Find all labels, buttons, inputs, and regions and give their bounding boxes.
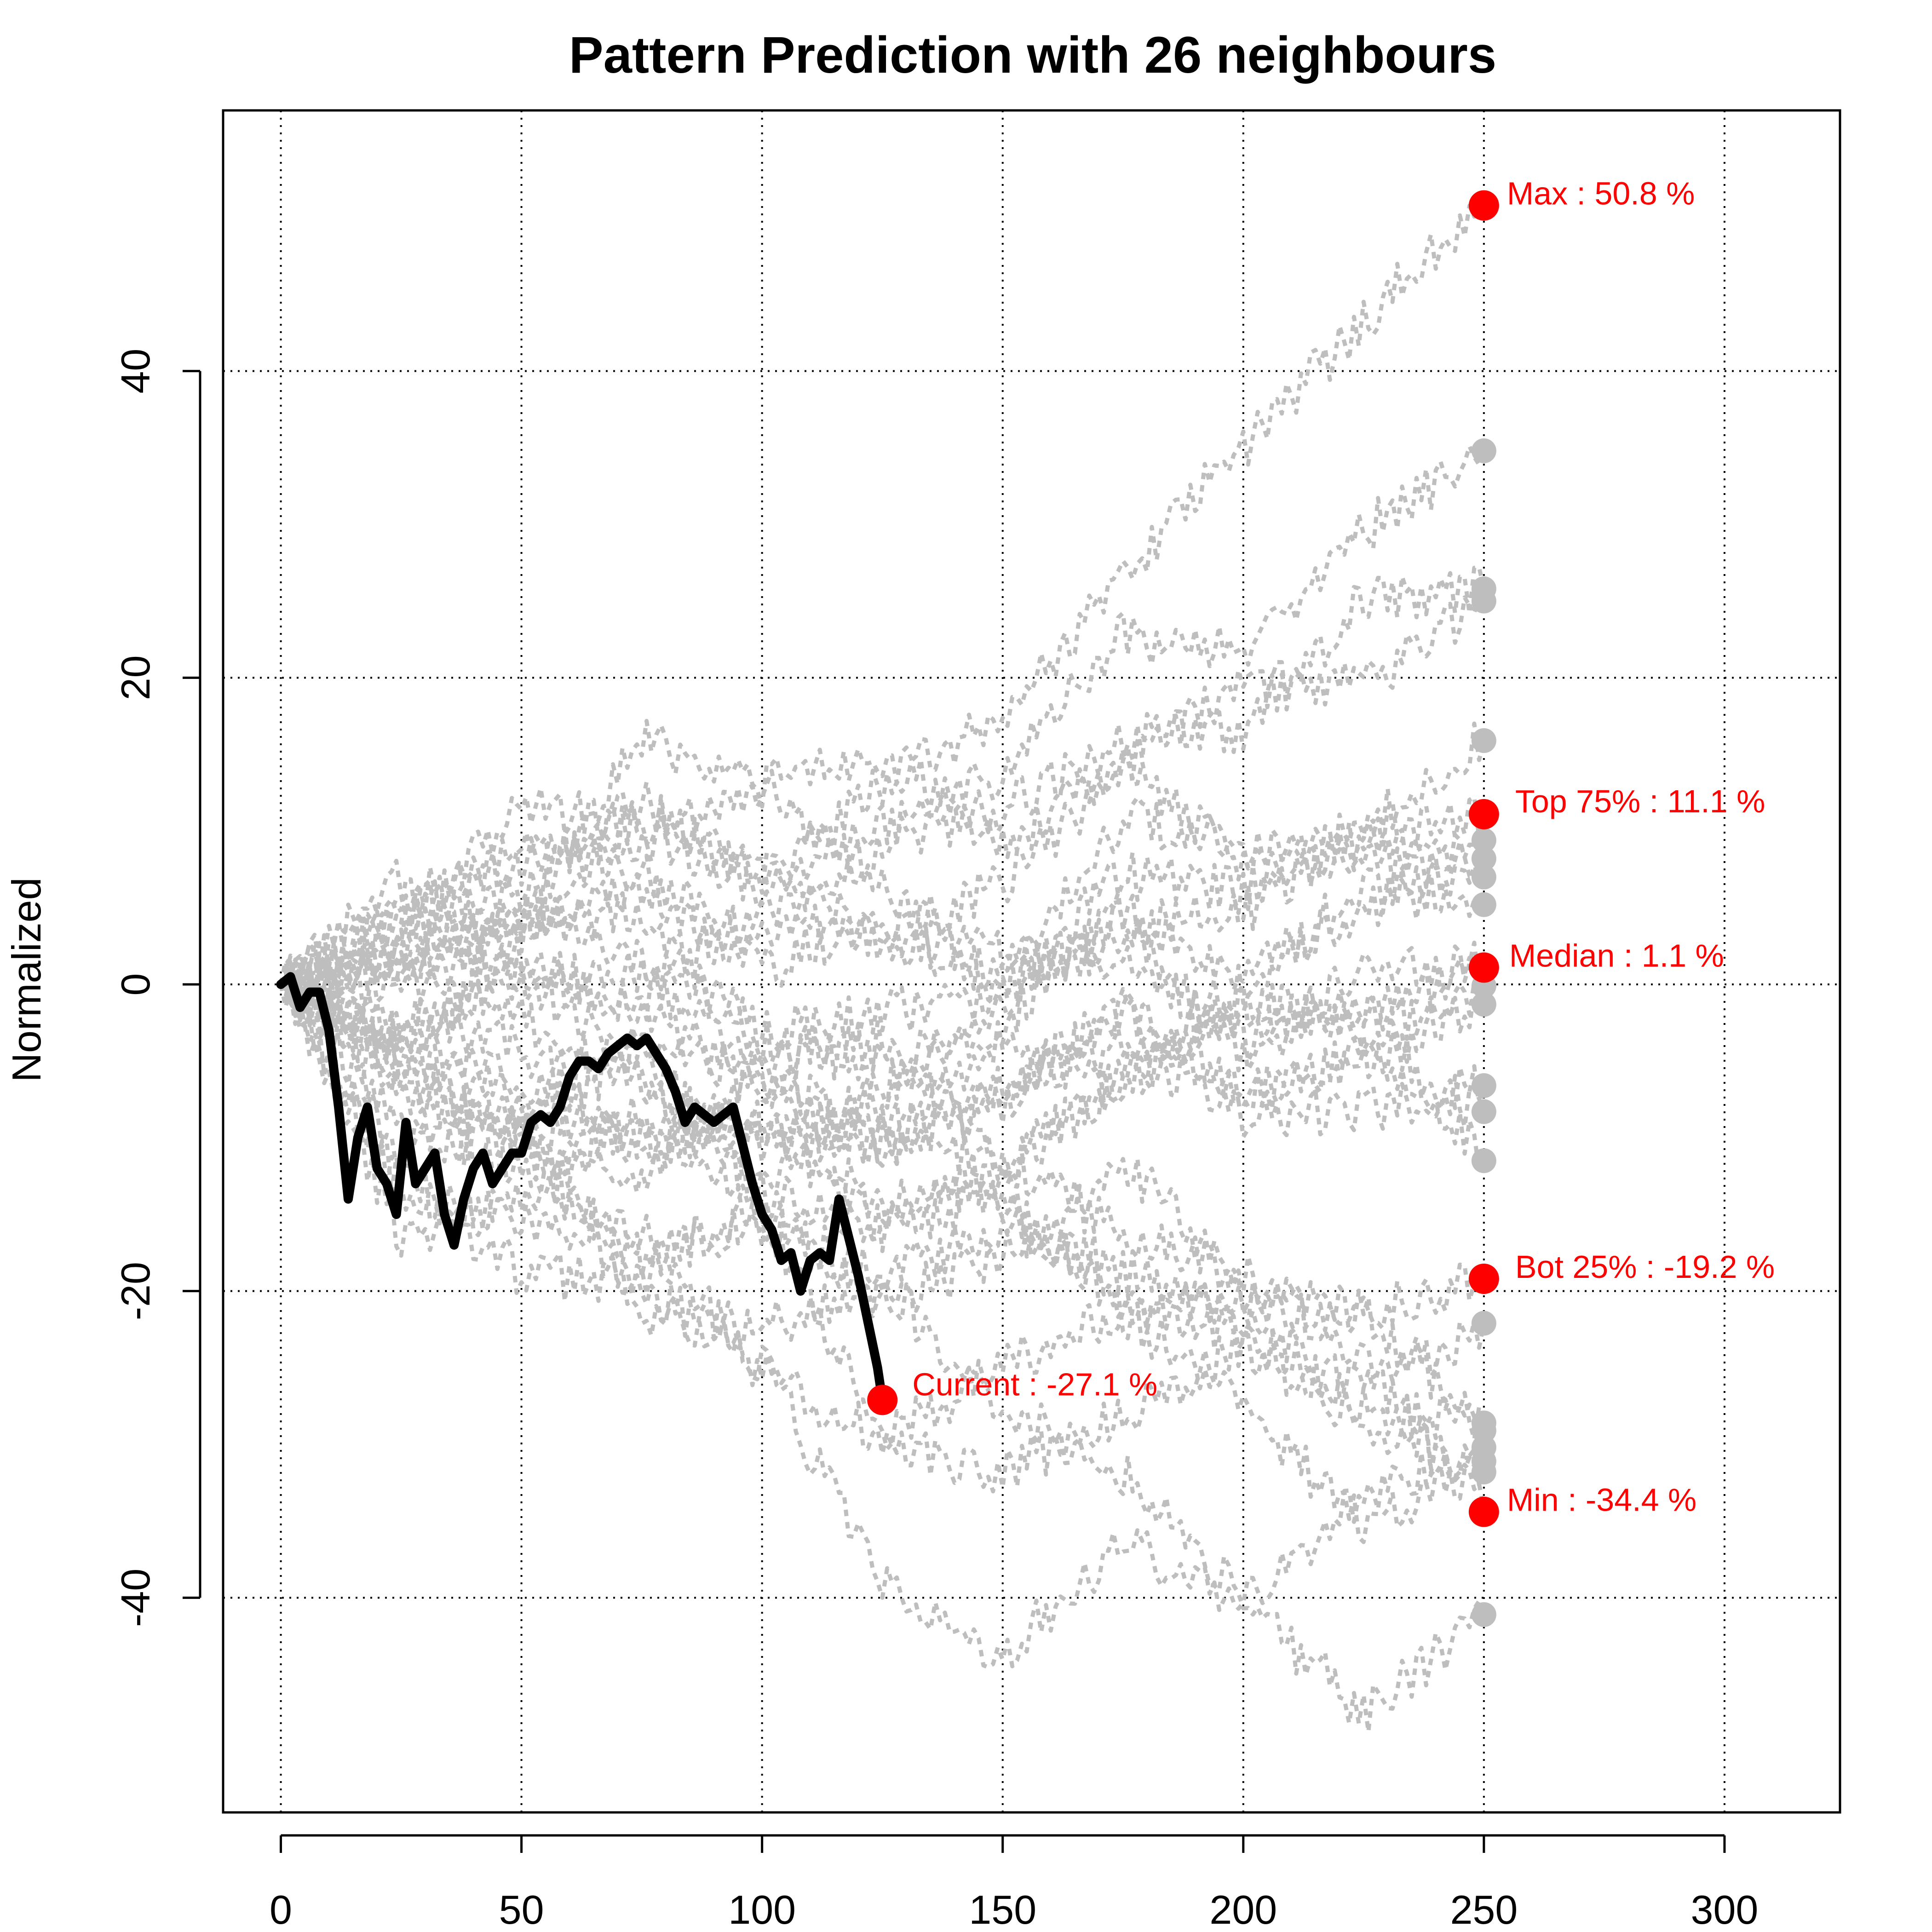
endpoint-dot-14 — [1471, 992, 1496, 1017]
x-tick-label-50: 50 — [499, 1887, 544, 1932]
neighbour-lines — [279, 195, 1486, 1734]
annotation-point-3 — [1468, 799, 1499, 829]
annotation-point-4 — [1468, 952, 1499, 983]
neighbour-line-18 — [279, 828, 1486, 1202]
annotation-label-1: Current : -27.1 % — [912, 1366, 1157, 1402]
current-series-line — [276, 972, 887, 1405]
neighbour-line-25 — [279, 889, 1486, 1064]
x-tick-label-100: 100 — [728, 1887, 796, 1932]
neighbour-line-21 — [279, 795, 1486, 992]
annotation-markers: Current : -27.1 % Max : 50.8 % Top 75% : 1… — [867, 176, 1775, 1527]
neighbour-line-10 — [279, 867, 1486, 1182]
endpoint-dot-5 — [1471, 728, 1496, 753]
endpoint-dot-17 — [1471, 1148, 1496, 1173]
endpoint-markers — [1471, 193, 1496, 1627]
plot-frame — [222, 109, 1841, 1814]
neighbour-line-8 — [280, 974, 1486, 1195]
neighbour-line-24 — [279, 595, 1486, 998]
annotation-label-3: Top 75% : 11.1 % — [1515, 783, 1765, 819]
endpoint-dot-4 — [1471, 588, 1496, 614]
endpoint-dot-9 — [1471, 864, 1496, 890]
neighbour-line-14 — [279, 444, 1486, 1000]
annotation-point-1 — [867, 1385, 898, 1415]
x-tick-label-250: 250 — [1450, 1887, 1518, 1932]
axes: 0 50 100 150 200 250 300 -40 -20 0 20 40 — [113, 349, 1758, 1932]
x-tick-label-0: 0 — [270, 1887, 292, 1932]
neighbour-line-5 — [279, 769, 1486, 1173]
neighbour-line-9 — [280, 975, 1486, 1333]
neighbour-line-13 — [279, 977, 1486, 1147]
endpoint-dot-7 — [1471, 828, 1496, 853]
x-tick-label-300: 300 — [1691, 1887, 1759, 1932]
endpoint-dot-8 — [1471, 846, 1496, 871]
grid-layer — [223, 110, 1840, 1812]
neighbour-line-12 — [280, 980, 1486, 1734]
endpoint-dot-16 — [1471, 1099, 1496, 1124]
annotation-point-5 — [1468, 1264, 1499, 1294]
endpoint-dot-10 — [1471, 892, 1496, 917]
y-tick-label-0: 0 — [113, 973, 158, 996]
neighbour-line-22 — [279, 721, 1486, 1051]
neighbour-line-6 — [280, 980, 1486, 1494]
annotation-label-5: Bot 25% : -19.2 % — [1515, 1249, 1775, 1285]
annotation-label-4: Median : 1.1 % — [1509, 937, 1724, 973]
endpoint-dot-26 — [1471, 1602, 1496, 1627]
y-axis-label: Normalized — [4, 877, 49, 1082]
endpoint-dot-2 — [1471, 438, 1496, 463]
endpoint-dot-19 — [1471, 1311, 1496, 1336]
neighbour-line-7 — [280, 936, 1486, 1512]
annotation-label-2: Max : 50.8 % — [1507, 176, 1695, 212]
y-tick-label-20: 20 — [113, 655, 158, 700]
neighbour-line-16 — [279, 976, 1486, 1669]
current-series — [276, 972, 887, 1405]
y-tick-label--40: -40 — [113, 1569, 158, 1627]
neighbour-line-20 — [279, 966, 1486, 1544]
y-tick-label--20: -20 — [113, 1262, 158, 1320]
endpoint-dot-24 — [1471, 1460, 1496, 1484]
y-tick-label-40: 40 — [113, 349, 158, 394]
x-tick-label-200: 200 — [1209, 1887, 1277, 1932]
chart-title: Pattern Prediction with 26 neighbours — [569, 26, 1496, 84]
neighbour-line-15 — [279, 955, 1486, 1242]
neighbour-line-26 — [279, 971, 1486, 1442]
annotation-point-6 — [1468, 1496, 1499, 1527]
neighbour-line-23 — [279, 565, 1486, 1002]
x-tick-label-150: 150 — [969, 1887, 1036, 1932]
annotation-label-6: Min : -34.4 % — [1507, 1482, 1696, 1518]
endpoint-dot-15 — [1471, 1073, 1496, 1098]
annotation-point-2 — [1468, 190, 1499, 221]
